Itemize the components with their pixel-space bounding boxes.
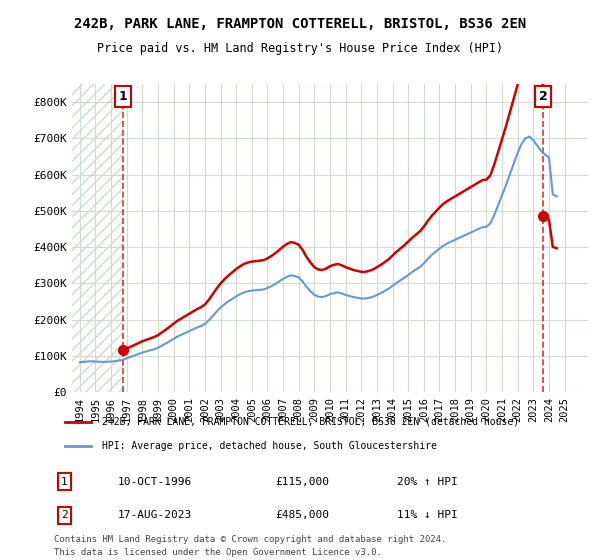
Text: 17-AUG-2023: 17-AUG-2023 xyxy=(118,510,191,520)
Text: Price paid vs. HM Land Registry's House Price Index (HPI): Price paid vs. HM Land Registry's House … xyxy=(97,42,503,55)
Text: 10-OCT-1996: 10-OCT-1996 xyxy=(118,477,191,487)
Text: £115,000: £115,000 xyxy=(276,477,330,487)
Text: This data is licensed under the Open Government Licence v3.0.: This data is licensed under the Open Gov… xyxy=(54,548,382,557)
Text: £485,000: £485,000 xyxy=(276,510,330,520)
Text: 1: 1 xyxy=(119,90,128,103)
Text: 242B, PARK LANE, FRAMPTON COTTERELL, BRISTOL, BS36 2EN (detached house): 242B, PARK LANE, FRAMPTON COTTERELL, BRI… xyxy=(101,417,518,427)
Text: 2: 2 xyxy=(61,510,68,520)
Text: 2: 2 xyxy=(539,90,547,103)
Text: 20% ↑ HPI: 20% ↑ HPI xyxy=(397,477,458,487)
Text: HPI: Average price, detached house, South Gloucestershire: HPI: Average price, detached house, Sout… xyxy=(101,441,436,451)
Text: 11% ↓ HPI: 11% ↓ HPI xyxy=(397,510,458,520)
Text: Contains HM Land Registry data © Crown copyright and database right 2024.: Contains HM Land Registry data © Crown c… xyxy=(54,535,446,544)
Text: 1: 1 xyxy=(61,477,68,487)
Text: 242B, PARK LANE, FRAMPTON COTTERELL, BRISTOL, BS36 2EN: 242B, PARK LANE, FRAMPTON COTTERELL, BRI… xyxy=(74,17,526,31)
